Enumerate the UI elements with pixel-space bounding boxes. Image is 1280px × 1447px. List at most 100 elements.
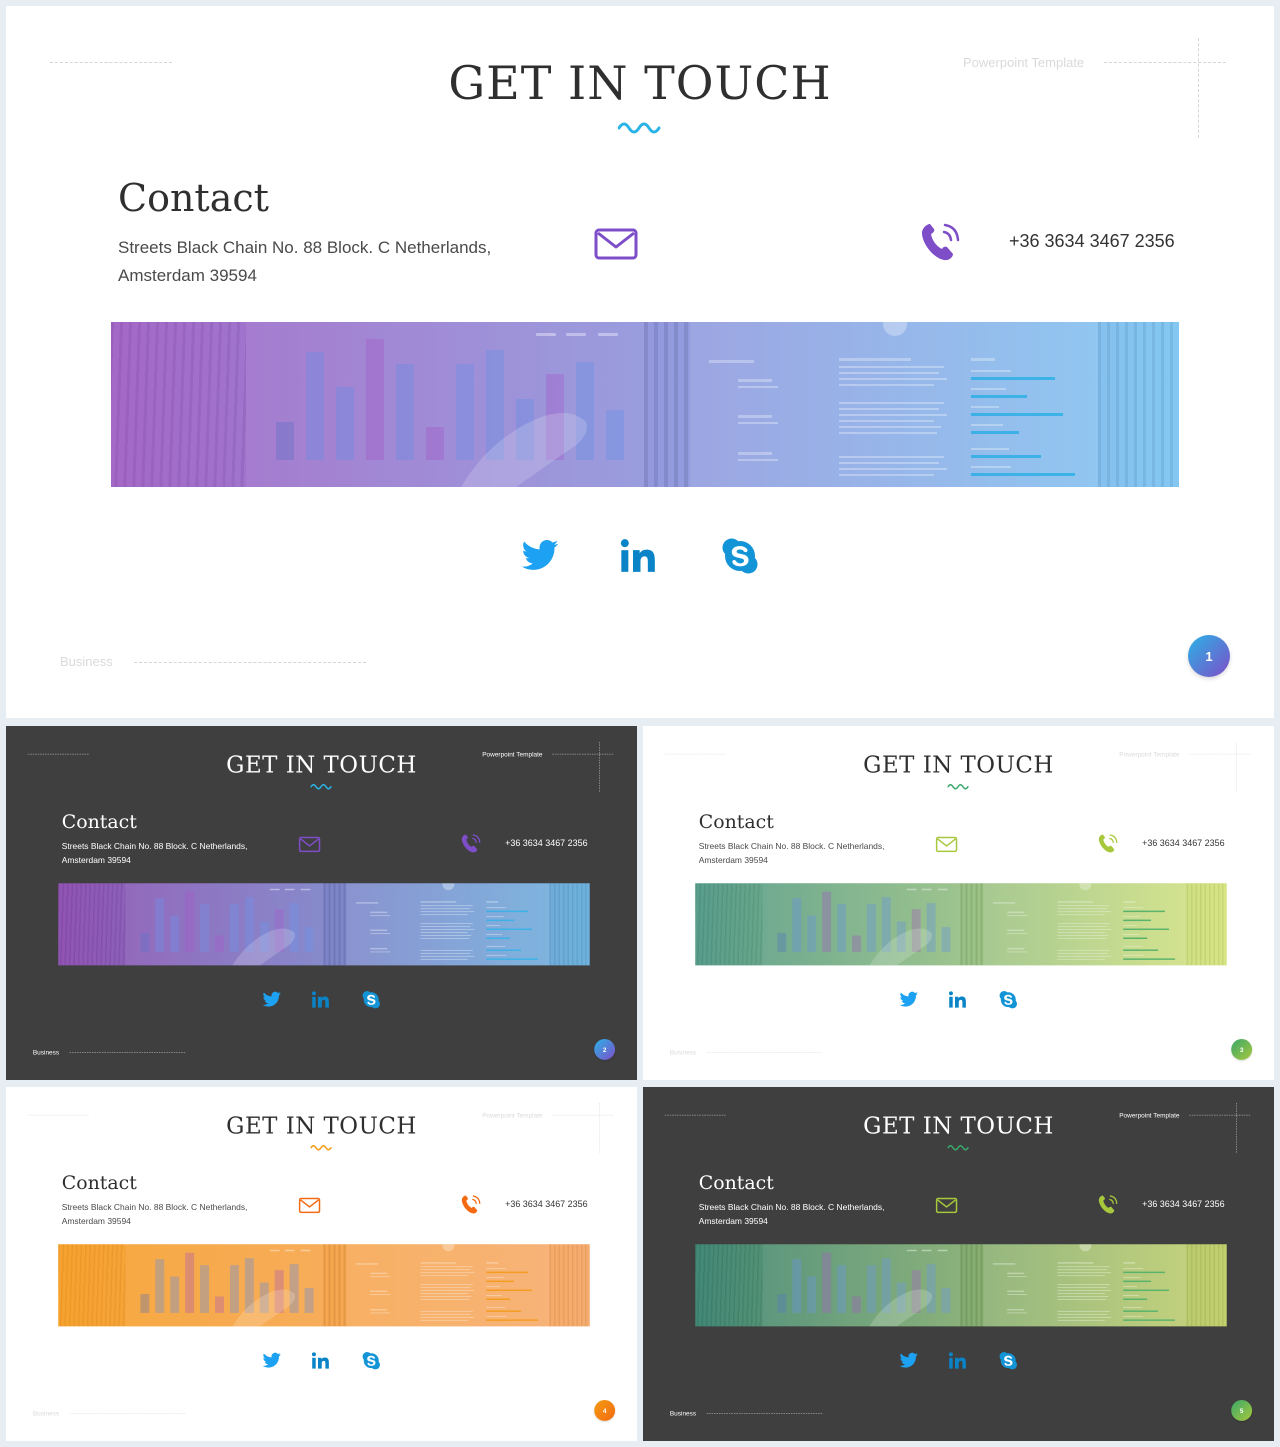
mail-icon[interactable]: [935, 1197, 958, 1214]
skype-icon[interactable]: [998, 1351, 1018, 1371]
footer-label: Business: [669, 1409, 697, 1417]
banner-resume-paper: [983, 1244, 1187, 1327]
twitter-icon[interactable]: [262, 990, 282, 1010]
phone-icon[interactable]: [920, 218, 960, 262]
phone-icon[interactable]: [1098, 831, 1118, 853]
banner-color-overlay: [111, 322, 1179, 487]
footer-label: Business: [669, 1048, 697, 1056]
slide-1: GET IN TOUCH Powerpoint Template Contact…: [6, 6, 1274, 718]
twitter-icon[interactable]: [899, 990, 919, 1010]
banner-resume-paper: [983, 883, 1187, 966]
linkedin-icon[interactable]: [311, 1351, 331, 1371]
twitter-icon[interactable]: [520, 536, 560, 576]
phone-icon[interactable]: [461, 1192, 481, 1214]
mail-icon[interactable]: [594, 228, 638, 260]
banner-graphics: [777, 883, 1175, 966]
footer-label: Business: [32, 1409, 60, 1417]
contact-phone: +36 3634 3467 2356: [1142, 837, 1225, 848]
header-label: Powerpoint Template: [482, 750, 543, 758]
page-number-badge: 2: [594, 1039, 616, 1060]
header-label: Powerpoint Template: [1119, 1111, 1180, 1119]
linkedin-icon[interactable]: [948, 1351, 968, 1371]
banner-image: [695, 883, 1227, 966]
title-squiggle-decoration: [310, 1144, 332, 1151]
banner-graphics: [777, 1244, 1175, 1327]
contact-heading: Contact: [118, 176, 269, 220]
contact-address: Streets Black Chain No. 88 Block. C Neth…: [61, 1202, 248, 1226]
page-number-badge: 4: [594, 1400, 616, 1421]
phone-icon[interactable]: [461, 831, 481, 853]
contact-heading: Contact: [698, 810, 774, 833]
skype-icon[interactable]: [361, 990, 381, 1010]
banner-image: [58, 1244, 590, 1327]
banner-wood-middle: [323, 883, 347, 966]
banner-color-overlay: [695, 883, 1227, 966]
contact-address: Streets Black Chain No. 88 Block. C Neth…: [698, 1202, 885, 1226]
header-label: Powerpoint Template: [963, 55, 1085, 70]
contact-phone: +36 3634 3467 2356: [505, 837, 588, 848]
footer-label: Business: [32, 1048, 60, 1056]
page-number-badge: 1: [1188, 635, 1230, 677]
contact-heading: Contact: [61, 1171, 137, 1194]
twitter-icon[interactable]: [262, 1351, 282, 1371]
banner-graphics: [140, 1244, 538, 1327]
contact-address: Streets Black Chain No. 88 Block. C Neth…: [698, 841, 885, 865]
header-dash-right: [1104, 62, 1226, 63]
banner-wood-left: [695, 883, 763, 966]
contact-address: Streets Black Chain No. 88 Block. C Neth…: [118, 238, 492, 285]
banner-image: [111, 322, 1179, 487]
contact-phone: +36 3634 3467 2356: [1009, 231, 1175, 251]
banner-color-overlay: [58, 883, 590, 966]
page-number-badge: 3: [1231, 1039, 1253, 1060]
linkedin-icon[interactable]: [618, 536, 658, 576]
banner-wood-right: [1186, 1244, 1227, 1327]
mail-icon[interactable]: [298, 1197, 321, 1214]
banner-wood-left: [58, 1244, 126, 1327]
contact-phone: +36 3634 3467 2356: [1142, 1198, 1225, 1209]
footer-label: Business: [60, 654, 113, 669]
banner-wood-right: [549, 1244, 590, 1327]
slide-title: GET IN TOUCH: [448, 56, 832, 110]
contact-phone: +36 3634 3467 2356: [505, 1198, 588, 1209]
slide-5: GET IN TOUCH Powerpoint Template Contact…: [643, 1087, 1274, 1441]
skype-icon[interactable]: [998, 990, 1018, 1010]
banner-resume-paper: [346, 883, 550, 966]
linkedin-icon[interactable]: [311, 990, 331, 1010]
header-label: Powerpoint Template: [482, 1111, 543, 1119]
mail-icon[interactable]: [935, 836, 958, 853]
linkedin-icon[interactable]: [948, 990, 968, 1010]
banner-wood-middle: [644, 322, 690, 487]
contact-address: Streets Black Chain No. 88 Block. C Neth…: [61, 841, 248, 865]
slide-3: GET IN TOUCH Powerpoint Template Contact…: [643, 726, 1274, 1080]
slide-2: GET IN TOUCH Powerpoint Template Contact…: [6, 726, 637, 1080]
banner-wood-right: [1098, 322, 1179, 487]
header-label: Powerpoint Template: [1119, 750, 1180, 758]
contact-heading: Contact: [698, 1171, 774, 1194]
slide-title: GET IN TOUCH: [863, 1111, 1054, 1139]
banner-wood-left: [58, 883, 126, 966]
slide-title: GET IN TOUCH: [863, 750, 1054, 778]
contact-heading: Contact: [61, 810, 137, 833]
slide-4: GET IN TOUCH Powerpoint Template Contact…: [6, 1087, 637, 1441]
page-number-badge: 5: [1231, 1400, 1253, 1421]
banner-image: [58, 883, 590, 966]
skype-icon[interactable]: [720, 536, 760, 576]
banner-wood-middle: [323, 1244, 347, 1327]
banner-graphics: [276, 322, 1075, 487]
footer-dash: [134, 662, 366, 663]
mail-icon[interactable]: [298, 836, 321, 853]
title-squiggle-decoration: [947, 783, 969, 790]
banner-wood-middle: [960, 1244, 984, 1327]
banner-resume-paper: [690, 322, 1098, 487]
banner-color-overlay: [58, 1244, 590, 1327]
slide-title: GET IN TOUCH: [226, 750, 417, 778]
skype-icon[interactable]: [361, 1351, 381, 1371]
title-squiggle-decoration: [947, 1144, 969, 1151]
banner-graphics: [140, 883, 538, 966]
header-dash-vertical: [1198, 38, 1199, 138]
slide-title: GET IN TOUCH: [226, 1111, 417, 1139]
twitter-icon[interactable]: [899, 1351, 919, 1371]
phone-icon[interactable]: [1098, 1192, 1118, 1214]
banner-resume-paper: [346, 1244, 550, 1327]
banner-wood-left: [695, 1244, 763, 1327]
